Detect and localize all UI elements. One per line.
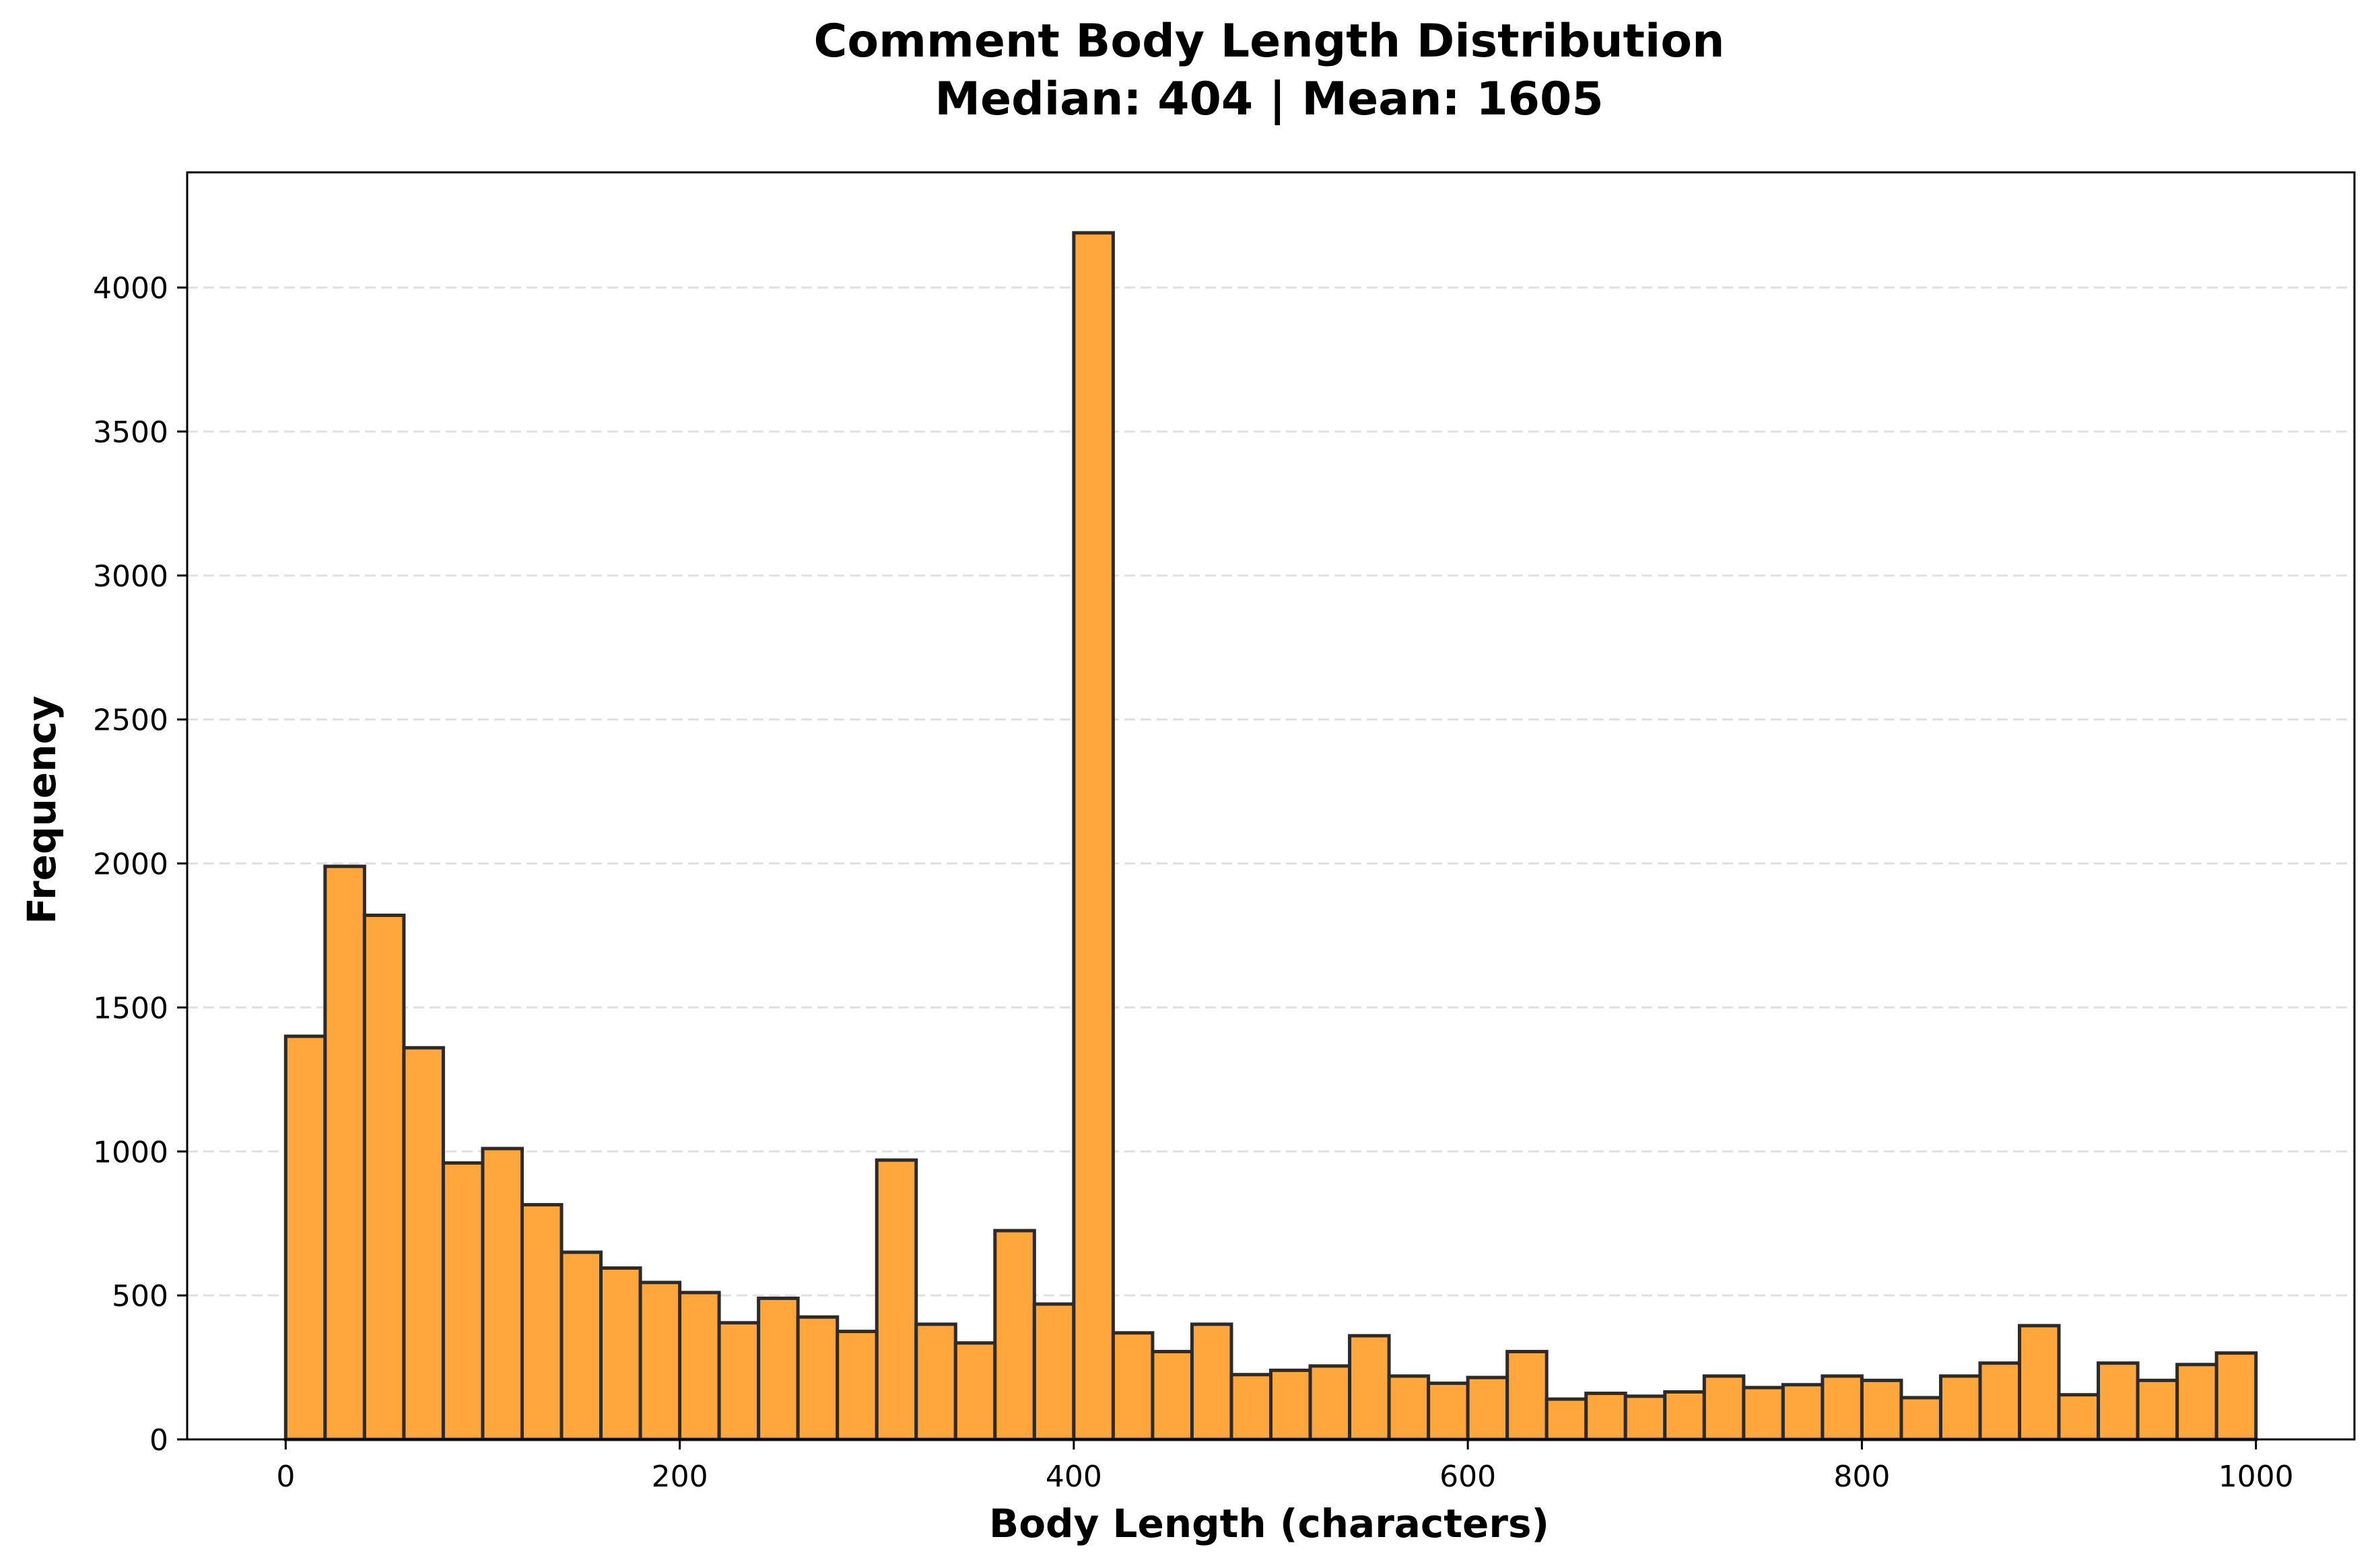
histogram-bar bbox=[1032, 1302, 1076, 1441]
histogram-bar bbox=[1387, 1374, 1431, 1441]
histogram-bar bbox=[1821, 1374, 1864, 1441]
x-tick-label: 600 bbox=[1439, 1460, 1496, 1494]
histogram-bar bbox=[1466, 1375, 1509, 1441]
histogram-bar bbox=[638, 1281, 682, 1441]
histogram-bar bbox=[481, 1147, 524, 1441]
axis-ticks: 0 200 400 600 800 1000 0 500 1000 1500 2000 2500 300… bbox=[93, 271, 2294, 1494]
histogram-bar bbox=[559, 1250, 603, 1441]
histogram-bar bbox=[1545, 1397, 1588, 1441]
y-tick-label: 1500 bbox=[93, 991, 168, 1025]
histogram-bar bbox=[1505, 1350, 1549, 1441]
y-tick-label: 3500 bbox=[93, 415, 168, 450]
histogram-bar bbox=[836, 1330, 879, 1441]
histogram-bar bbox=[599, 1266, 642, 1441]
y-tick-label: 500 bbox=[112, 1279, 168, 1314]
x-tick-label: 200 bbox=[652, 1460, 708, 1494]
histogram-bar bbox=[1151, 1350, 1194, 1441]
histogram-bar bbox=[1269, 1368, 1312, 1441]
chart-title: Comment Body Length Distribution bbox=[814, 15, 1725, 68]
x-tick-label: 400 bbox=[1046, 1460, 1102, 1494]
y-tick-label: 3000 bbox=[93, 559, 168, 594]
histogram-bar bbox=[283, 1034, 327, 1441]
histogram-bar bbox=[2057, 1393, 2101, 1441]
histogram-bar bbox=[1702, 1374, 1746, 1441]
y-tick-label: 2000 bbox=[93, 848, 168, 882]
chart-subtitle: Median: 404 | Mean: 1605 bbox=[935, 73, 1603, 126]
histogram-bar bbox=[1860, 1378, 1903, 1441]
histogram-bar bbox=[717, 1321, 761, 1441]
histogram-bar bbox=[2214, 1351, 2258, 1441]
histogram-bar bbox=[1190, 1322, 1233, 1441]
histogram-bar bbox=[1348, 1334, 1391, 1441]
histogram-bar bbox=[1072, 231, 1115, 1441]
histogram-bar bbox=[953, 1341, 997, 1441]
y-tick-label: 2500 bbox=[93, 704, 168, 738]
histogram-bar bbox=[2175, 1363, 2218, 1441]
histogram-bar bbox=[914, 1322, 957, 1441]
plot-frame bbox=[186, 171, 2356, 1441]
histogram-bar bbox=[441, 1161, 485, 1441]
histogram-bar bbox=[1978, 1361, 2022, 1441]
histogram-bar bbox=[1229, 1373, 1273, 1441]
x-tick-label: 1000 bbox=[2218, 1460, 2294, 1494]
histogram-bar bbox=[2097, 1361, 2140, 1441]
y-axis-label: Frequency bbox=[19, 695, 65, 924]
histogram-bar bbox=[796, 1315, 840, 1441]
histogram-bar bbox=[520, 1202, 564, 1441]
histogram-bar bbox=[1308, 1364, 1352, 1441]
histogram-bar bbox=[362, 914, 406, 1441]
histogram-bar bbox=[757, 1296, 800, 1441]
x-axis-label: Body Length (characters) bbox=[989, 1501, 1549, 1546]
y-tick-label: 1000 bbox=[93, 1135, 168, 1169]
histogram-bar bbox=[2018, 1324, 2061, 1441]
histogram-bar bbox=[1742, 1386, 1785, 1441]
histogram-bar bbox=[993, 1229, 1036, 1441]
histogram-bar bbox=[1899, 1396, 1942, 1441]
histogram-bar bbox=[1584, 1392, 1627, 1441]
histogram-bar bbox=[1111, 1331, 1155, 1441]
histogram-bar bbox=[402, 1046, 445, 1441]
histogram-bar bbox=[1623, 1394, 1667, 1441]
x-tick-label: 0 bbox=[276, 1460, 295, 1494]
histogram-bar bbox=[875, 1158, 918, 1441]
histogram-bar bbox=[1938, 1374, 1982, 1441]
y-tick-label: 4000 bbox=[93, 271, 168, 306]
histogram-bar bbox=[323, 864, 366, 1441]
histogram-bar bbox=[1427, 1382, 1470, 1441]
y-tick-label: 0 bbox=[149, 1423, 168, 1458]
histogram-bar bbox=[2136, 1378, 2179, 1441]
histogram-bar bbox=[1663, 1390, 1706, 1441]
histogram-bar bbox=[678, 1291, 721, 1441]
x-tick-label: 800 bbox=[1833, 1460, 1890, 1494]
histogram-bar bbox=[1781, 1383, 1825, 1441]
